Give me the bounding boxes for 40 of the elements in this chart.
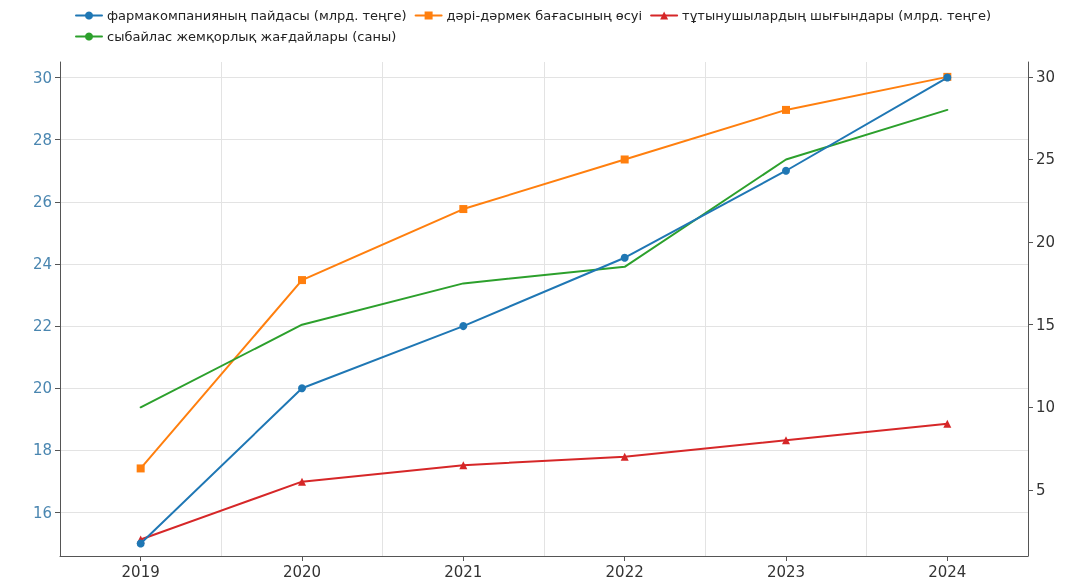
legend-label: фармакомпанияның пайдасы (млрд. теңге) (107, 8, 407, 23)
point (298, 276, 306, 285)
point (459, 322, 468, 331)
point (620, 452, 629, 461)
point (298, 384, 306, 393)
y-tick-label: 24 (32, 254, 52, 273)
y-tick-label: 16 (32, 503, 52, 522)
point (620, 155, 629, 164)
line-series (139, 108, 949, 409)
x-tick-label: 2024 (928, 562, 967, 581)
y-tick-label: 22 (32, 317, 52, 336)
point (136, 539, 145, 548)
y-tick-label: 20 (32, 379, 52, 398)
y-tick-label: 26 (32, 192, 52, 211)
point (782, 166, 790, 175)
y-tick-label: 30 (32, 68, 52, 87)
y2-tick-label: 15 (1036, 315, 1056, 334)
y-tick-label: 18 (32, 441, 52, 460)
y-tick-label: 28 (32, 130, 52, 149)
x-tick-label: 2019 (121, 562, 160, 581)
point (459, 205, 468, 214)
x-tick-label: 2021 (444, 562, 483, 581)
y2-tick-label: 10 (1036, 398, 1056, 417)
x-tick-label: 2023 (766, 562, 806, 581)
x-tick-label: 2020 (282, 562, 322, 581)
legend-label: тұтынушылардың шығындары (млрд. теңге) (682, 8, 992, 23)
point (782, 436, 790, 445)
y2-tick-label: 30 (1036, 67, 1056, 86)
legend-label: сыбайлас жемқорлық жағдайлары (саны) (107, 29, 397, 44)
x-tick-label: 2022 (605, 562, 644, 581)
point (620, 253, 629, 262)
point (136, 464, 145, 473)
y2-tick-label: 5 (1036, 480, 1046, 499)
legend-label: дәрі-дәрмек бағасының өсуі (446, 8, 643, 23)
y2-tick-label: 25 (1036, 150, 1056, 169)
point (782, 105, 790, 114)
point (298, 477, 306, 486)
point (459, 461, 468, 470)
point (943, 419, 952, 428)
y2-tick-label: 20 (1036, 233, 1056, 252)
